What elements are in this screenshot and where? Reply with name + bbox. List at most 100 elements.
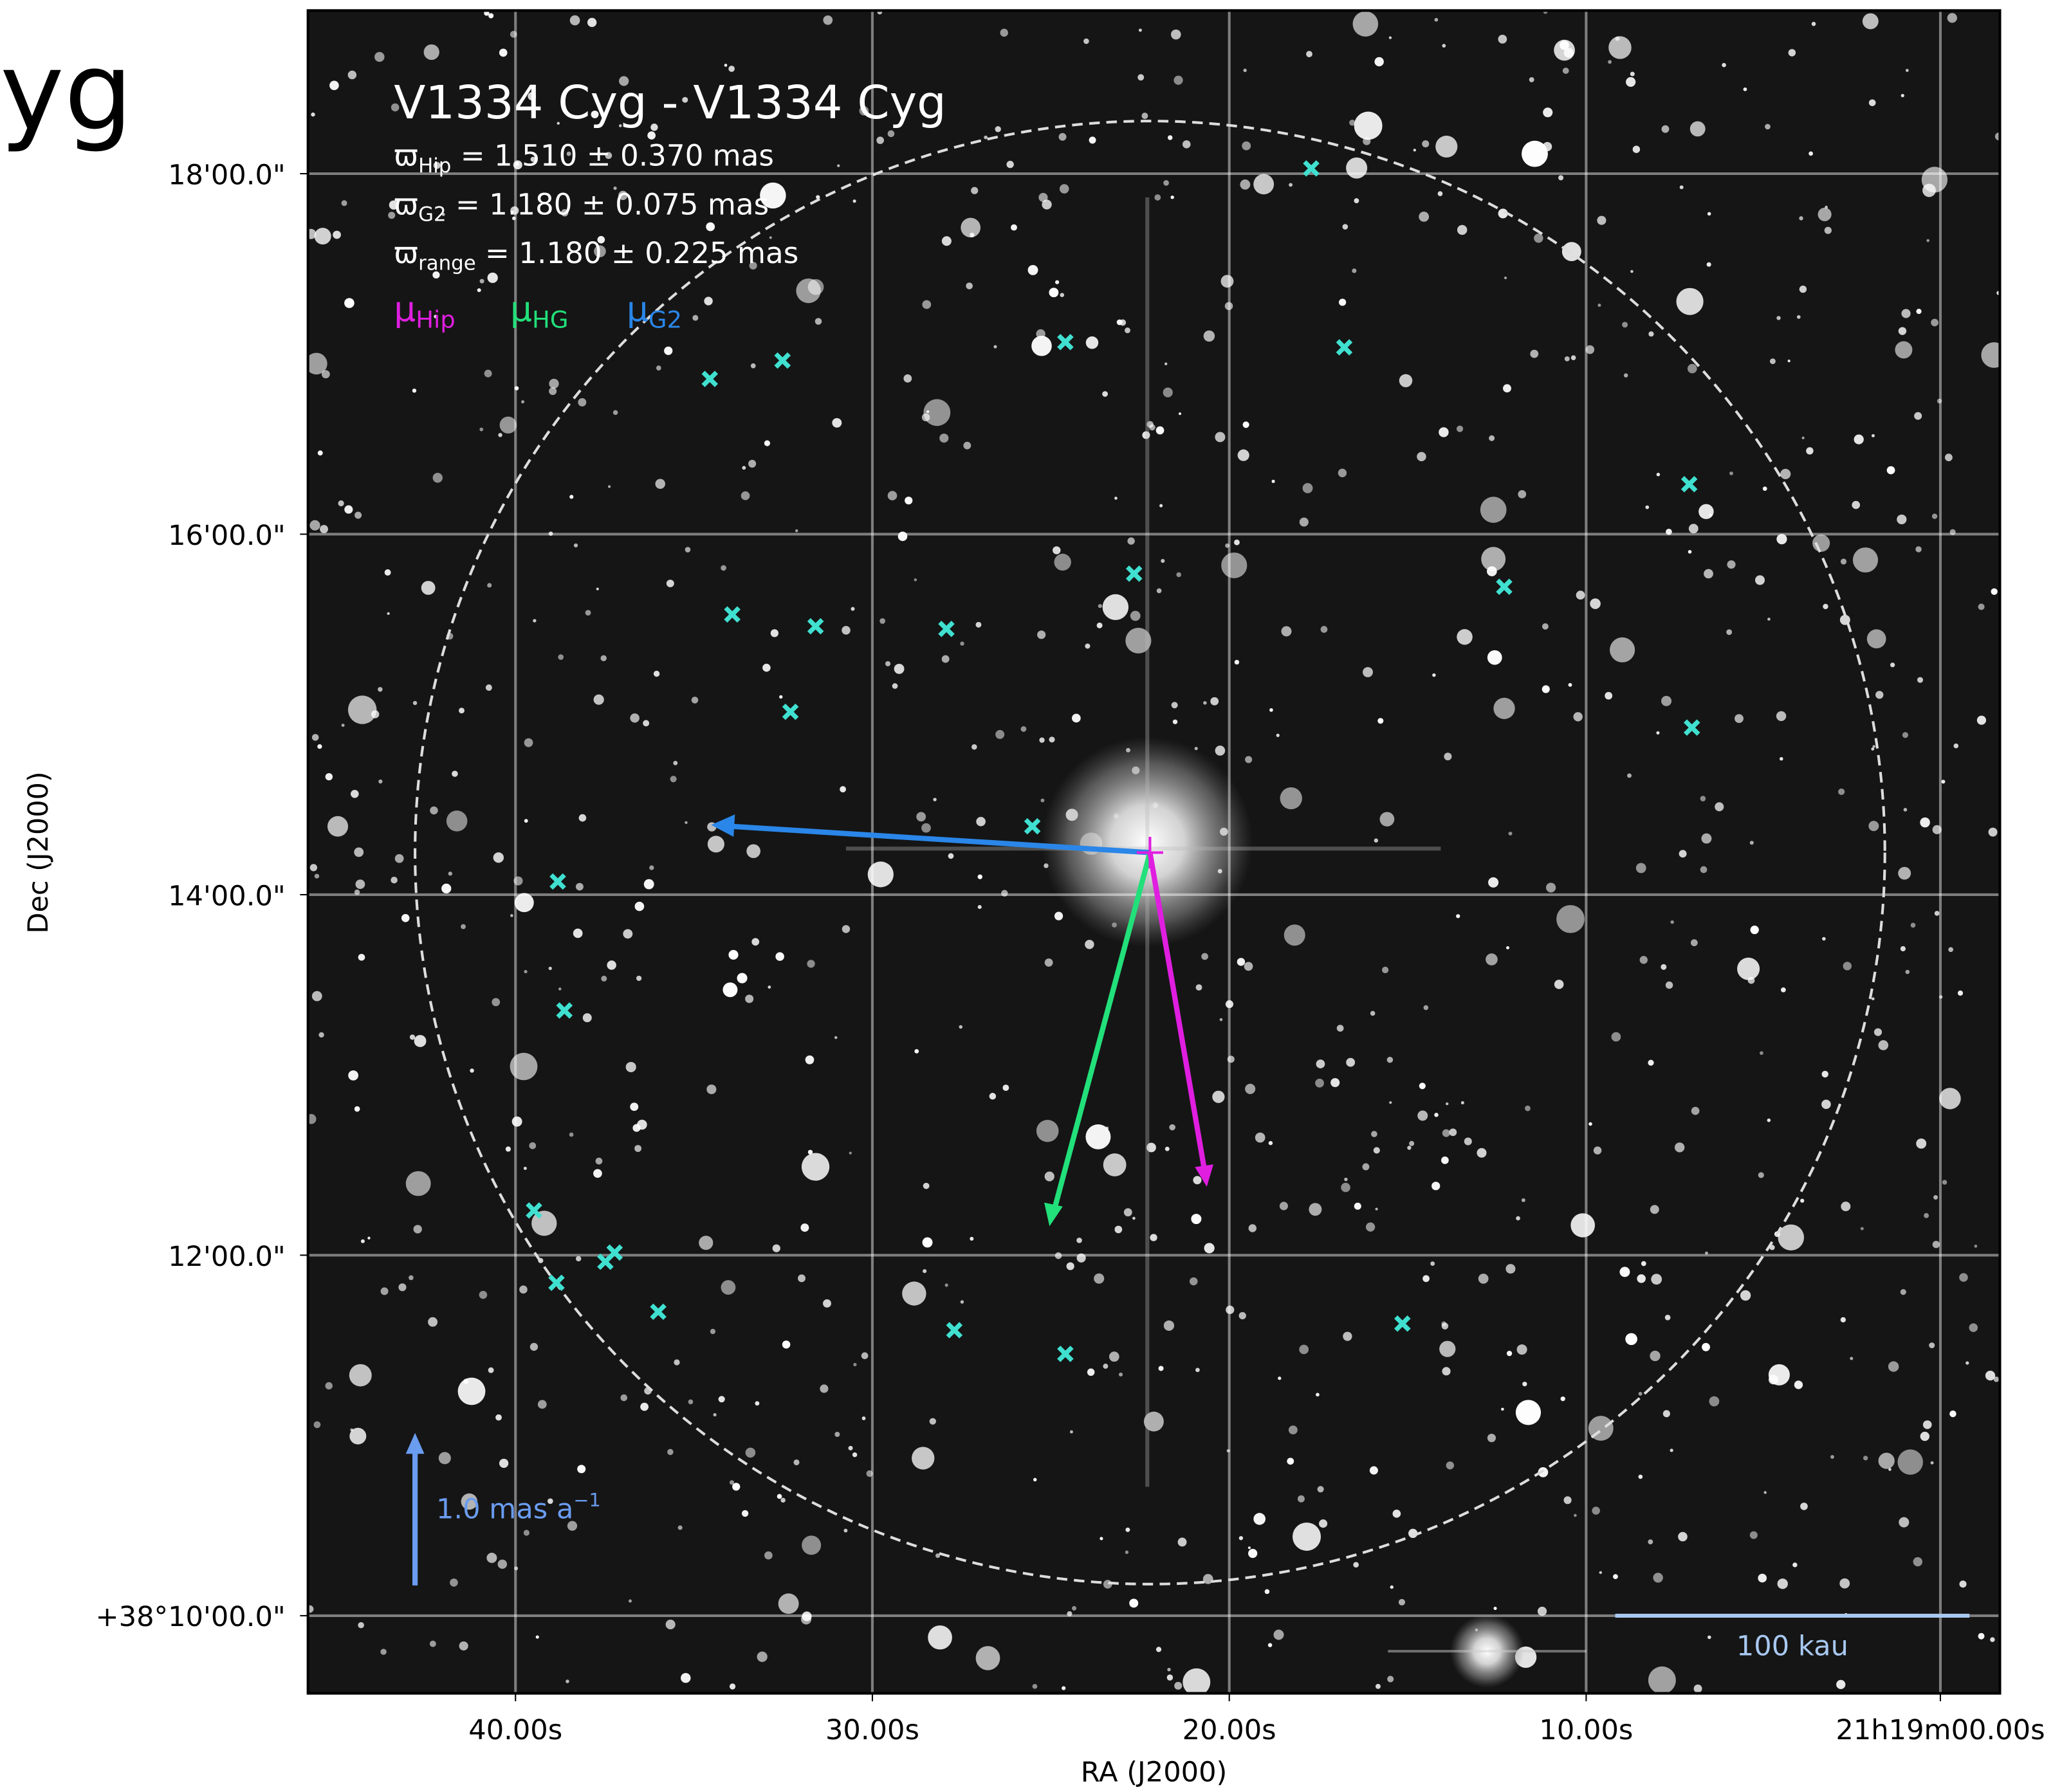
star: [1676, 288, 1703, 315]
star: [719, 1396, 725, 1402]
star: [778, 1593, 799, 1614]
star: [1124, 1208, 1132, 1216]
star: [1031, 336, 1052, 356]
star: [1125, 327, 1130, 333]
star: [1556, 905, 1585, 933]
star: [596, 588, 599, 590]
star: [1665, 1315, 1671, 1321]
star: [594, 695, 604, 705]
star: [459, 1641, 468, 1650]
star: [1991, 589, 1997, 595]
star: [1670, 1449, 1673, 1452]
star: [410, 1034, 415, 1039]
star: [1281, 626, 1291, 637]
star: [1637, 1274, 1646, 1283]
star: [730, 1683, 735, 1689]
star: [524, 1167, 527, 1170]
star: [607, 960, 616, 969]
star: [1083, 39, 1089, 44]
star: [1599, 1571, 1602, 1574]
star: [1843, 962, 1852, 970]
star: [488, 1367, 494, 1373]
star: [1399, 374, 1413, 387]
star: [768, 985, 771, 989]
star: [566, 1679, 569, 1683]
star: [667, 580, 674, 587]
star: [654, 671, 659, 677]
star: [1522, 1198, 1525, 1202]
star: [1901, 309, 1910, 318]
star: [327, 816, 348, 837]
star: [802, 1535, 821, 1555]
star: [1159, 1366, 1164, 1371]
x-tick-label: 30.00s: [825, 1714, 919, 1746]
star: [1280, 787, 1302, 809]
star: [521, 400, 524, 403]
star: [1648, 1539, 1653, 1544]
star: [1006, 161, 1013, 168]
star: [530, 1343, 538, 1351]
star: [600, 655, 606, 661]
star: [1518, 490, 1526, 498]
star: [492, 998, 500, 1007]
star: [1760, 1051, 1763, 1055]
star: [1059, 133, 1067, 141]
star: [775, 952, 784, 960]
star: [574, 544, 578, 547]
star: [1899, 1517, 1909, 1528]
star: [1489, 435, 1495, 441]
star: [1201, 953, 1208, 960]
star: [349, 1428, 366, 1445]
star: [1289, 1425, 1298, 1434]
star: [1242, 142, 1251, 151]
star: [1563, 1496, 1571, 1504]
star: [626, 1062, 636, 1072]
star: [1439, 1341, 1455, 1357]
star: [446, 810, 468, 831]
star: [808, 279, 824, 295]
star: [1781, 987, 1786, 992]
star: [1920, 1432, 1929, 1441]
star: [1542, 685, 1550, 693]
star: [1727, 560, 1735, 569]
legend-symbol: μ: [394, 289, 416, 329]
star: [1812, 22, 1816, 26]
star: [1094, 1274, 1104, 1284]
star: [1156, 426, 1164, 435]
star: [1543, 107, 1552, 117]
y-axis-label: Dec (J2000): [23, 771, 55, 933]
star: [685, 821, 687, 824]
star: [892, 683, 898, 689]
star: [732, 1483, 740, 1490]
star: [1306, 51, 1312, 57]
star: [1822, 1071, 1828, 1077]
star: [1612, 1032, 1621, 1042]
star: [1220, 1018, 1223, 1021]
star: [1127, 537, 1134, 544]
star: [1309, 1203, 1321, 1216]
star: [414, 1035, 427, 1047]
star: [1255, 1133, 1266, 1143]
star: [1516, 1400, 1541, 1425]
star: [1103, 1153, 1127, 1176]
star: [1735, 714, 1744, 723]
star: [1132, 1217, 1136, 1220]
star: [742, 466, 746, 470]
star: [1362, 1164, 1369, 1171]
star: [1916, 309, 1921, 314]
star: [1374, 839, 1378, 843]
star: [1945, 453, 1953, 461]
star: [1125, 1551, 1128, 1554]
star: [708, 836, 724, 852]
star: [1613, 1574, 1618, 1579]
star: [834, 1036, 837, 1039]
star: [487, 583, 492, 587]
star: [1480, 497, 1507, 523]
parallax-text: = 1.510 ± 0.370 mas: [451, 139, 774, 173]
star: [1758, 1574, 1767, 1583]
star: [1344, 1178, 1347, 1181]
y-ticks: 18'00.0"16'00.0"14'00.0"12'00.0"+38°10'0…: [96, 159, 308, 1633]
star: [1978, 603, 1985, 610]
star: [1446, 1102, 1448, 1105]
star: [1841, 1202, 1850, 1211]
